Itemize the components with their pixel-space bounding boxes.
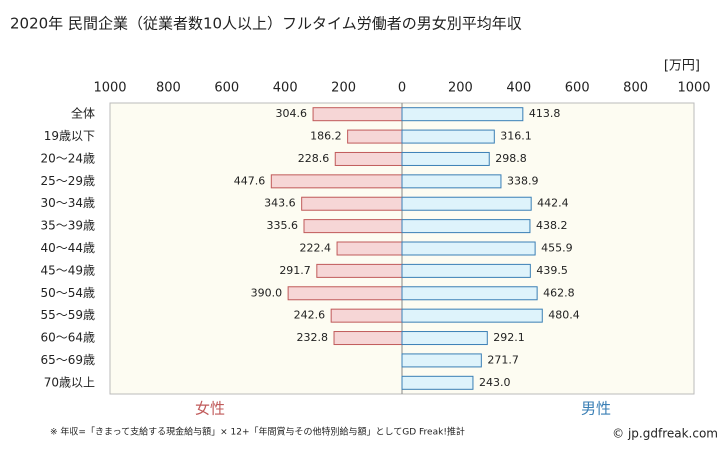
bar — [401, 107, 524, 122]
x-tick-label: 200 — [331, 81, 356, 96]
bar — [336, 241, 403, 256]
legend-label: 男性 — [581, 400, 611, 418]
y-tick-label: 全体 — [71, 106, 95, 121]
bar — [401, 286, 538, 301]
bar — [401, 196, 532, 211]
y-tick-label: 55～59歳 — [40, 308, 95, 322]
y-tick-label: 60～64歳 — [40, 331, 95, 345]
bar — [301, 196, 403, 211]
value-label: 298.8 — [495, 152, 527, 165]
unit-label: [万円] — [664, 59, 700, 74]
y-tick-label: 70歳以上 — [44, 375, 95, 389]
bar — [401, 263, 531, 278]
x-tick-label: 600 — [214, 81, 239, 96]
bar — [333, 331, 403, 346]
bar — [401, 331, 488, 346]
y-tick-label: 45～49歳 — [40, 263, 95, 277]
x-tick-label: 0 — [398, 81, 406, 96]
value-label: 232.8 — [297, 331, 329, 344]
value-label: 292.1 — [493, 331, 525, 344]
x-tick-label: 800 — [623, 81, 648, 96]
bar — [401, 241, 536, 256]
chart-title: 2020年 民間企業（従業者数10人以上）フルタイム労働者の男女別平均年収 — [10, 15, 522, 33]
value-label: 222.4 — [300, 242, 332, 255]
bar — [401, 353, 482, 368]
bar — [401, 308, 543, 323]
bar — [312, 107, 403, 122]
x-tick-label: 1000 — [93, 81, 126, 96]
y-tick-label: 65～69歳 — [40, 353, 95, 367]
value-label: 343.6 — [264, 197, 296, 210]
value-label: 304.6 — [276, 107, 308, 120]
value-label: 242.6 — [294, 309, 326, 322]
x-tick-label: 1000 — [677, 81, 710, 96]
bar — [330, 308, 403, 323]
legend-label: 女性 — [195, 400, 225, 418]
value-label: 413.8 — [529, 107, 561, 120]
value-label: 316.1 — [500, 130, 532, 143]
value-label: 335.6 — [267, 219, 299, 232]
bar — [270, 174, 403, 189]
value-label: 291.7 — [279, 264, 311, 277]
value-label: 390.0 — [251, 286, 283, 299]
x-tick-label: 400 — [506, 81, 531, 96]
value-label: 442.4 — [537, 197, 569, 210]
value-label: 243.0 — [479, 376, 511, 389]
value-label: 338.9 — [507, 174, 539, 187]
bar — [334, 151, 403, 166]
bar — [401, 375, 474, 390]
bar — [401, 151, 490, 166]
y-tick-label: 50～54歳 — [40, 286, 95, 300]
x-tick-label: 600 — [565, 81, 590, 96]
bar — [316, 263, 403, 278]
footnote: ※ 年収=「きまって支給する現金給与額」× 12+「年間賞与その他特別給与額」と… — [50, 426, 465, 438]
y-tick-label: 20～24歳 — [40, 151, 95, 165]
y-tick-label: 30～34歳 — [40, 196, 95, 210]
value-label: 447.6 — [234, 174, 266, 187]
y-tick-label: 19歳以下 — [44, 129, 95, 143]
y-tick-label: 35～39歳 — [40, 219, 95, 233]
value-label: 455.9 — [541, 242, 573, 255]
bar — [401, 129, 495, 144]
value-label: 228.6 — [298, 152, 330, 165]
bar — [303, 219, 403, 234]
x-tick-label: 400 — [273, 81, 298, 96]
value-label: 439.5 — [536, 264, 568, 277]
y-tick-label: 25～29歳 — [40, 174, 95, 188]
x-tick-label: 200 — [448, 81, 473, 96]
y-tick-label: 40～44歳 — [40, 241, 95, 255]
value-label: 462.8 — [543, 286, 575, 299]
source: © jp.gdfreak.com — [612, 427, 718, 441]
value-label: 480.4 — [548, 309, 580, 322]
value-label: 271.7 — [487, 353, 519, 366]
bar — [401, 174, 502, 189]
value-label: 186.2 — [310, 130, 342, 143]
x-tick-label: 800 — [156, 81, 181, 96]
bar — [287, 286, 403, 301]
bar — [347, 129, 403, 144]
value-label: 438.2 — [536, 219, 568, 232]
bar — [401, 219, 531, 234]
